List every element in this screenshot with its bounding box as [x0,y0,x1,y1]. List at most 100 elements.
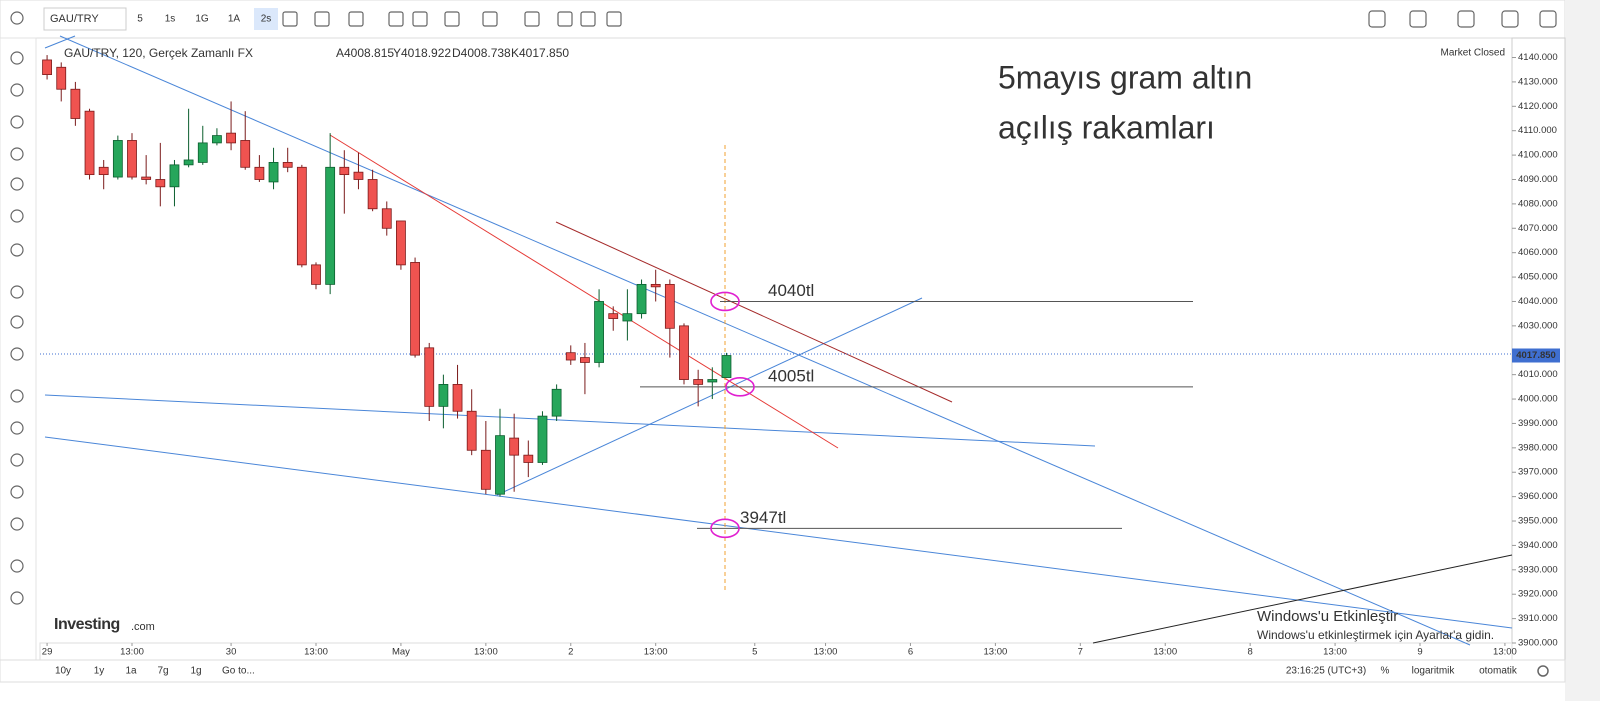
tool-icon[interactable] [10,51,24,65]
toolbar-icon[interactable] [557,11,573,27]
settings-icon[interactable] [1537,665,1549,677]
trend-lines [44,35,1513,646]
toolbar-icon[interactable] [1457,10,1475,28]
toolbar-icon[interactable] [282,11,298,27]
x-tick-label: 6 [908,647,913,658]
y-tick-label: 4070.000 [1518,223,1558,234]
ohlc-value: K4017.850 [511,46,569,60]
axis-option[interactable]: % [1381,666,1390,677]
toolbar-icon[interactable] [1409,10,1427,28]
x-tick-label: 30 [226,647,237,658]
toolbar-icon[interactable] [482,11,498,27]
left-toolbar [0,37,37,661]
candle-body [254,166,265,180]
x-tick-label: 13:00 [983,647,1007,658]
toolbar-icon[interactable] [388,11,404,27]
toolbar-icon[interactable] [580,11,596,27]
x-tick-label: 13:00 [120,647,144,658]
x-tick-label: 13:00 [304,647,328,658]
candle-body [495,435,505,495]
tool-icon[interactable] [10,177,24,191]
interval-button[interactable]: 1G [195,14,209,25]
range-button[interactable]: 10y [55,666,71,677]
tool-icon[interactable] [10,115,24,129]
toolbar-icon[interactable] [606,11,622,27]
interval-active[interactable] [254,8,278,30]
tool-icon[interactable] [10,209,24,223]
y-tick-label: 3910.000 [1518,613,1558,624]
trend-line [329,134,839,449]
x-tick-label: 9 [1417,647,1422,658]
candle-body [141,176,152,180]
tool-icon[interactable] [10,591,24,605]
tool-icon[interactable] [10,517,24,531]
y-tick-label: 3960.000 [1518,491,1558,502]
candle-body [721,355,732,378]
candle-body [367,179,378,210]
interval-button[interactable]: 1s [165,14,176,25]
toolbar-icon[interactable] [1501,10,1519,28]
tool-icon[interactable] [10,421,24,435]
candle-body [70,88,81,119]
interval-button[interactable]: 1A [228,14,241,25]
range-button[interactable]: 1g [190,666,201,677]
candle-body [268,162,279,183]
candle-body [84,110,95,176]
y-tick-label: 3970.000 [1518,467,1558,478]
range-button[interactable]: 1y [94,666,105,677]
tool-icon[interactable] [10,389,24,403]
tool-icon[interactable] [10,285,24,299]
candle-body [565,352,576,361]
market-status: Market Closed [1441,48,1505,59]
tool-icon[interactable] [10,83,24,97]
tool-icon[interactable] [10,147,24,161]
toolbar-icon[interactable] [444,11,460,27]
candle-body [127,140,137,178]
side-panel [1565,0,1600,701]
level-label: 4040tl [768,281,814,300]
price-badge-label: 4017.850 [1516,350,1556,361]
axis-option[interactable]: logaritmik [1412,666,1456,677]
interval-button[interactable]: 2s [261,14,272,25]
brand-suffix: .com [131,621,155,633]
toolbar-icon[interactable] [1539,10,1557,28]
tool-icon[interactable] [10,243,24,257]
y-tick-label: 4120.000 [1518,101,1558,112]
tool-icon[interactable] [10,559,24,573]
candle-body [537,415,548,463]
y-tick-label: 3900.000 [1518,638,1558,649]
tool-icon[interactable] [10,453,24,467]
x-tick-label: 5 [752,647,757,658]
candle-body [98,166,109,176]
toolbar-icon[interactable] [1368,10,1386,28]
candle-body [622,313,633,322]
candle-body [466,410,477,451]
candle-body [339,166,350,176]
tool-icon[interactable] [10,485,24,499]
candle-body [594,301,604,363]
candle-body [183,159,194,166]
trend-line [1092,554,1513,644]
toolbar-icon[interactable] [412,11,428,27]
trend-line [44,35,76,49]
toolbar-icon[interactable] [348,11,364,27]
candle-body [693,379,704,385]
symbol[interactable]: GAU/TRY [50,13,99,25]
candle-body [226,132,236,144]
goto-button[interactable]: Go to... [222,666,255,677]
range-button[interactable]: 7g [157,666,168,677]
axis-option[interactable]: otomatik [1479,666,1518,677]
tool-icon[interactable] [10,315,24,329]
toolbar-icon[interactable] [524,11,540,27]
tool-icon[interactable] [10,11,24,25]
tool-icon[interactable] [10,347,24,361]
interval-button[interactable]: 5 [137,14,143,25]
symbol-box[interactable] [43,7,127,31]
y-tick-label: 4140.000 [1518,52,1558,63]
x-tick-label: 13:00 [474,647,498,658]
range-button[interactable]: 1a [125,666,137,677]
toolbar-icon[interactable] [314,11,330,27]
candle-body [282,162,293,168]
